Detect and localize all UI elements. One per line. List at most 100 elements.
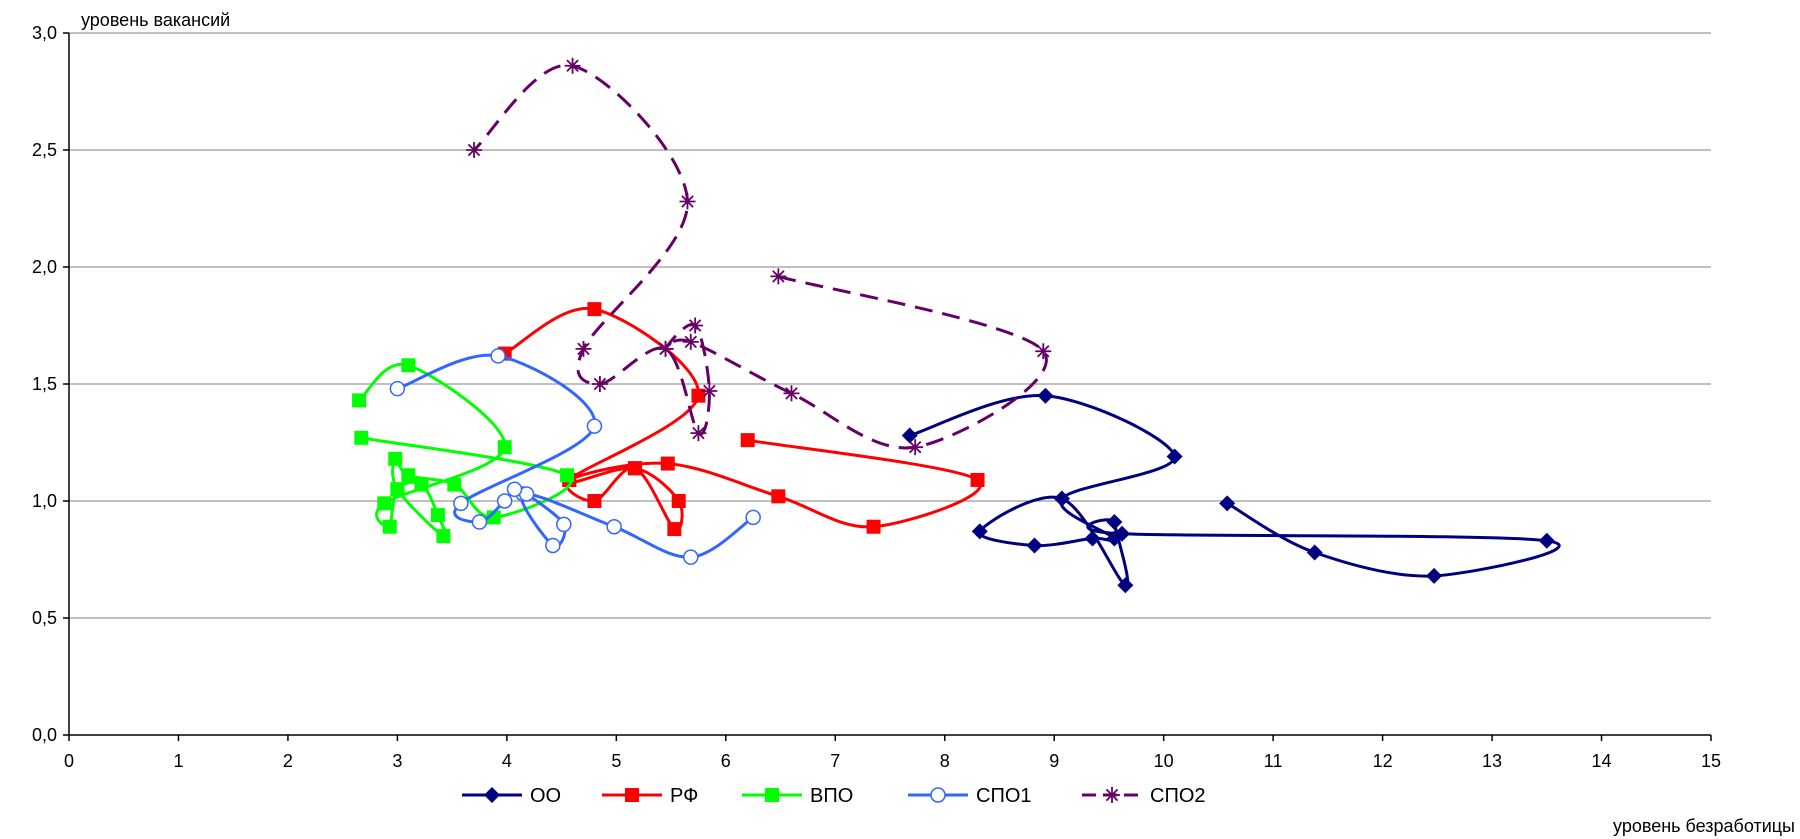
tick-labels: 0,00,51,01,52,02,53,00 1 2 3 4 5 6 7 8 9 10 11 12 13 1…	[32, 23, 1721, 771]
y-tick-label: 1,5	[32, 374, 57, 394]
x-tick-label: 5	[611, 751, 621, 771]
x-tick-label: 6	[721, 751, 731, 771]
data-point	[436, 529, 451, 544]
data-point	[740, 433, 755, 448]
data-point	[556, 516, 572, 533]
x-tick-label: 12	[1373, 751, 1393, 771]
data-point	[1084, 530, 1101, 547]
x-tick-label: 10	[1154, 751, 1174, 771]
legend-marker	[1104, 787, 1120, 803]
data-point	[783, 385, 800, 402]
data-point	[447, 477, 462, 492]
series-2	[352, 358, 575, 544]
x-tick-label: 11	[1264, 751, 1283, 771]
data-point	[390, 482, 405, 497]
y-tick-label: 1,0	[32, 491, 57, 511]
data-point	[564, 57, 581, 74]
data-point	[490, 348, 506, 364]
data-point	[414, 477, 429, 492]
legend-label: ВПО	[810, 785, 853, 807]
y-tick-label: 0,0	[32, 725, 57, 745]
series-0	[901, 387, 1561, 594]
data-point	[401, 468, 416, 483]
legend-entry: ОО	[462, 785, 561, 807]
legend-label: РФ	[670, 785, 698, 807]
data-point	[466, 142, 483, 158]
data-point	[1219, 495, 1236, 512]
y-tick-label: 3,0	[32, 23, 57, 43]
series-3	[389, 348, 761, 565]
x-tick-label: 7	[830, 751, 840, 771]
legend-marker	[625, 788, 639, 802]
data-point	[453, 495, 469, 512]
series-line	[909, 394, 1561, 587]
data-point	[1026, 537, 1043, 554]
data-point	[1106, 530, 1123, 547]
legend-label: ОО	[530, 785, 561, 807]
data-point	[687, 317, 704, 334]
data-point	[1053, 490, 1070, 507]
x-tick-label: 1	[173, 751, 183, 771]
legend-marker	[930, 787, 946, 803]
x-tick-label: 0	[64, 751, 74, 771]
data-point	[971, 523, 988, 540]
data-point	[691, 388, 706, 403]
data-point	[1106, 514, 1123, 531]
data-point	[667, 522, 682, 537]
data-point	[545, 537, 561, 554]
data-point	[497, 440, 512, 455]
data-point	[1035, 343, 1052, 360]
data-point	[690, 425, 707, 442]
data-point	[660, 456, 675, 471]
y-tick-label: 0,5	[32, 608, 57, 628]
legend-entry: РФ	[602, 785, 698, 807]
legend-entry: ВПО	[742, 785, 853, 807]
data-point	[1037, 387, 1054, 404]
series-line	[396, 353, 755, 559]
data-point	[907, 439, 924, 456]
y-axis-title: уровень вакансий	[81, 10, 230, 30]
data-point	[401, 358, 416, 373]
data-point	[627, 461, 642, 476]
data-point	[866, 519, 881, 534]
data-point	[970, 472, 985, 487]
x-tick-label: 2	[283, 751, 293, 771]
data-point	[560, 468, 575, 483]
legend-marker	[765, 788, 779, 802]
series-line	[503, 306, 983, 532]
data-point	[586, 418, 603, 434]
data-point	[496, 493, 513, 509]
data-point	[388, 451, 403, 466]
data-point	[591, 376, 608, 392]
data-point	[587, 302, 602, 317]
grid-lines	[69, 32, 1711, 619]
data-point	[587, 494, 602, 508]
data-point	[901, 427, 918, 444]
x-tick-label: 14	[1592, 751, 1612, 771]
legend-entry: СПО1	[908, 785, 1032, 807]
legend-entry: СПО2	[1082, 785, 1206, 807]
data-point	[389, 380, 406, 397]
x-tick-label: 4	[502, 751, 512, 771]
series-line	[472, 63, 1048, 450]
data-point	[430, 508, 445, 523]
data-point	[377, 496, 392, 511]
data-point	[770, 268, 787, 285]
data-point	[1117, 577, 1134, 594]
y-tick-label: 2,5	[32, 140, 57, 160]
data-point	[471, 514, 488, 530]
data-point	[683, 549, 699, 565]
legend-marker	[484, 787, 500, 803]
legend-label: СПО2	[1150, 785, 1206, 807]
legend: ОО РФ ВПО СПО1 СПО2	[462, 785, 1206, 807]
data-point	[671, 494, 686, 508]
data-point	[354, 430, 369, 445]
legend-label: СПО1	[976, 785, 1032, 807]
x-tick-label: 13	[1482, 751, 1502, 771]
data-point	[679, 193, 696, 210]
data-point	[1166, 448, 1183, 465]
series-group	[352, 57, 1561, 594]
series-4	[466, 57, 1052, 456]
data-point	[575, 340, 592, 357]
